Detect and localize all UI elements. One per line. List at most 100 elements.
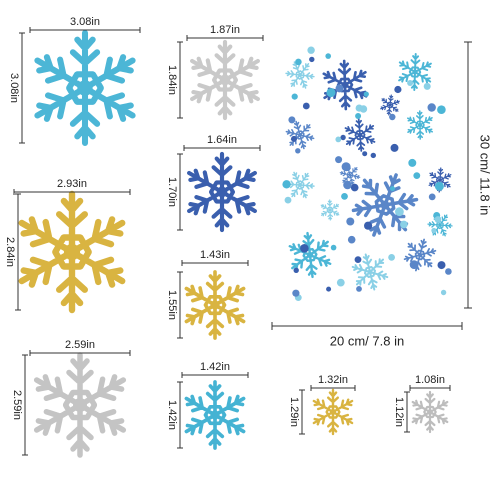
glitter-dot (370, 152, 376, 159)
snowflake-core (210, 410, 220, 420)
glitter-dot (440, 289, 447, 296)
glitter-dot (284, 196, 292, 204)
snowflake-arms (285, 171, 315, 199)
glitter-dot (295, 58, 302, 66)
glitter-dot (437, 105, 446, 114)
snowflake-arms (380, 94, 400, 116)
snowflake-core (298, 73, 302, 77)
glitter-dot (326, 286, 332, 292)
glitter-dot (341, 162, 351, 172)
glitter-dot (364, 221, 373, 230)
snowflake-arms (312, 388, 354, 436)
glitter-dot (363, 91, 369, 97)
glitter-dot (355, 113, 362, 119)
width-label: 1.32in (318, 374, 348, 386)
snowflake-arms (285, 61, 315, 89)
glitter-dot (445, 268, 452, 275)
glitter-dot (354, 256, 362, 263)
glitter-dot (359, 105, 368, 113)
glitter-dot (434, 216, 442, 223)
width-label: 1.43in (200, 249, 230, 261)
glitter-dot (413, 172, 421, 180)
snowflake-arms (34, 29, 136, 147)
glitter-dot (347, 235, 356, 244)
snowflake (190, 39, 260, 121)
snowflake-core (298, 183, 302, 187)
glitter-dot (428, 193, 436, 201)
glitter-dot (346, 217, 355, 226)
glitter-dot (362, 151, 368, 157)
snowflake-core (348, 173, 352, 177)
height-label: 3.08in (8, 73, 20, 103)
snowflake (380, 94, 400, 116)
snowflake-arms (184, 270, 246, 340)
height-label: 1.70in (166, 177, 178, 207)
glitter-dot (341, 193, 348, 200)
snowflake (285, 61, 315, 89)
snowflake (344, 118, 376, 152)
snowflake-core (328, 208, 332, 212)
width-label: 1.87in (210, 24, 240, 36)
glitter-dot (293, 267, 299, 273)
width-label: 2.59in (65, 339, 95, 351)
snowflake (288, 231, 332, 279)
snowflake (187, 151, 257, 233)
glitter-dot (409, 260, 419, 269)
snowflake (322, 59, 368, 111)
snowflake (428, 167, 452, 193)
height-label: 1.12in (393, 397, 405, 427)
snowflake-core (412, 69, 418, 75)
snowflake-core (63, 243, 81, 261)
snowflake-core (438, 223, 442, 227)
width-label: 2.93in (57, 178, 87, 190)
width-label: 1.08in (415, 374, 445, 386)
glitter-dot (389, 113, 396, 121)
snowflake-arms (398, 53, 432, 91)
glitter-dot (307, 46, 315, 54)
height-label: 1.55in (166, 290, 178, 320)
glitter-dot (407, 80, 414, 86)
snowflake (398, 53, 432, 91)
snowflake-core (216, 186, 228, 198)
snowflake (184, 270, 246, 340)
glitter-dot (395, 207, 404, 217)
glitter-dot (282, 180, 291, 189)
snowflake (411, 390, 449, 434)
glitter-dot (336, 278, 345, 287)
snowflake (18, 190, 126, 314)
snowflake-core (438, 178, 442, 182)
glitter-dot (356, 286, 362, 292)
height-label: 2.59in (11, 390, 23, 420)
glitter-dot (330, 244, 337, 251)
glitter-dot (423, 82, 431, 90)
snowflake-arms (344, 118, 376, 152)
snowflake-core (329, 408, 337, 416)
snowflake-arms (403, 238, 437, 272)
snowflake-core (417, 252, 423, 258)
glitter-dot (394, 85, 402, 94)
width-label: 1.42in (200, 361, 230, 373)
height-label: 1.42in (166, 400, 178, 430)
snowflake-core (418, 123, 422, 127)
glitter-dot (335, 156, 343, 164)
glitter-dot (295, 148, 301, 154)
glitter-dot (431, 227, 437, 234)
glitter-dot (288, 116, 296, 124)
glitter-dot (390, 186, 395, 192)
snowflake (34, 29, 136, 147)
snowflake-core (380, 200, 390, 210)
snowflake (33, 352, 127, 458)
height-label: 1.84in (166, 65, 178, 95)
snowflake (285, 171, 315, 199)
snowflake (184, 380, 246, 450)
snowflake-core (73, 398, 87, 412)
glitter-dot (292, 289, 300, 297)
sheet-width-label: 20 cm/ 7.8 in (330, 333, 404, 348)
glitter-dot (309, 56, 315, 63)
glitter-dot (388, 254, 395, 261)
glitter-dot (350, 183, 359, 192)
snowflake-core (306, 251, 314, 259)
snowflake-core (427, 409, 433, 415)
snowflake-arms (320, 199, 340, 221)
